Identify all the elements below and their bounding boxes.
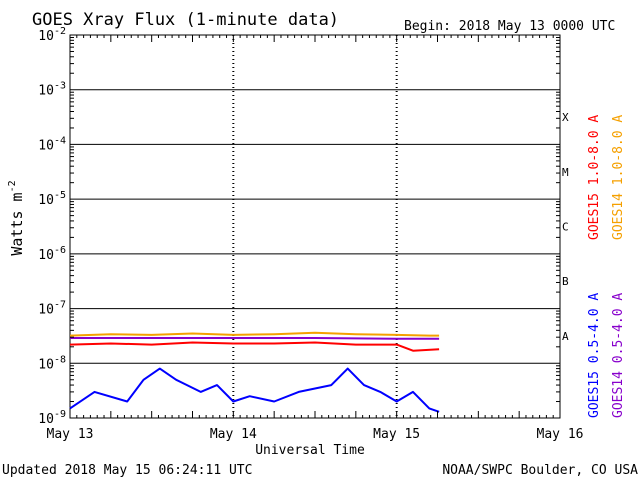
y-tick-exp: -9: [54, 409, 66, 420]
plot-frame: [69, 34, 561, 419]
flare-class-label: M: [562, 166, 569, 179]
series-line: [69, 367, 440, 413]
series-layer: [69, 331, 440, 413]
y-tick-exp: -8: [54, 354, 66, 365]
legend: GOES15 1.0-8.0 A GOES14 1.0-8.0 A GOES15 0…: [587, 115, 626, 418]
footer-updated: Updated 2018 May 15 06:24:11 UTC: [2, 463, 252, 478]
x-tick-label: May 15: [373, 427, 420, 442]
legend-entry: GOES15 1.0-8.0 A: [587, 115, 602, 240]
y-tick-exp: -7: [54, 300, 66, 311]
y-tick-exp: -6: [54, 245, 66, 256]
y-tick-base: 10: [38, 248, 54, 263]
y-tick-base: 10: [38, 138, 54, 153]
flare-class-label: B: [562, 275, 569, 288]
y-tick-exp: -5: [54, 190, 66, 201]
y-tick-label: 10-3: [38, 81, 66, 99]
plot-area: [69, 34, 561, 419]
y-tick-label: 10-7: [38, 300, 66, 318]
y-tick-exp: -3: [54, 81, 66, 92]
y-tick-base: 10: [38, 303, 54, 318]
y-tick-base: 10: [38, 357, 54, 372]
begin-label: Begin: 2018 May 13 0000 UTC: [404, 19, 615, 34]
flare-class-label: X: [562, 111, 569, 124]
legend-entry: GOES14 0.5-4.0 A: [611, 293, 626, 418]
y-tick-label: 10-2: [38, 26, 66, 44]
y-tick-label: 10-6: [38, 245, 66, 263]
series-line: [69, 331, 440, 337]
y-tick-exp: -4: [54, 135, 66, 146]
footer-source: NOAA/SWPC Boulder, CO USA: [442, 463, 638, 478]
legend-entry: GOES14 1.0-8.0 A: [611, 115, 626, 240]
flare-class-label: A: [562, 330, 569, 343]
x-tick-label: May 14: [210, 427, 257, 442]
x-axis-label: Universal Time: [255, 443, 365, 458]
series-line: [69, 341, 440, 352]
y-axis-label: Watts m-2: [7, 180, 26, 255]
y-tick-exp: -2: [54, 26, 66, 37]
y-tick-label: 10-4: [38, 135, 66, 153]
y-tick-label: 10-8: [38, 354, 66, 372]
y-tick-base: 10: [38, 193, 54, 208]
svg-text:Watts m-2: Watts m-2: [7, 180, 26, 255]
y-tick-label: 10-5: [38, 190, 66, 208]
y-tick-base: 10: [38, 412, 54, 427]
chart-title: GOES Xray Flux (1-minute data): [32, 10, 339, 30]
y-axis-label-base: Watts m: [8, 192, 26, 255]
y-tick-base: 10: [38, 84, 54, 99]
x-tick-label: May 13: [47, 427, 94, 442]
series-line: [70, 337, 440, 340]
y-tick-label: 10-9: [38, 409, 66, 427]
y-tick-base: 10: [38, 29, 54, 44]
flare-class-label: C: [562, 221, 569, 234]
x-tick-label: May 16: [537, 427, 584, 442]
legend-entry: GOES15 0.5-4.0 A: [587, 293, 602, 418]
y-axis-label-exp: -2: [7, 180, 18, 192]
